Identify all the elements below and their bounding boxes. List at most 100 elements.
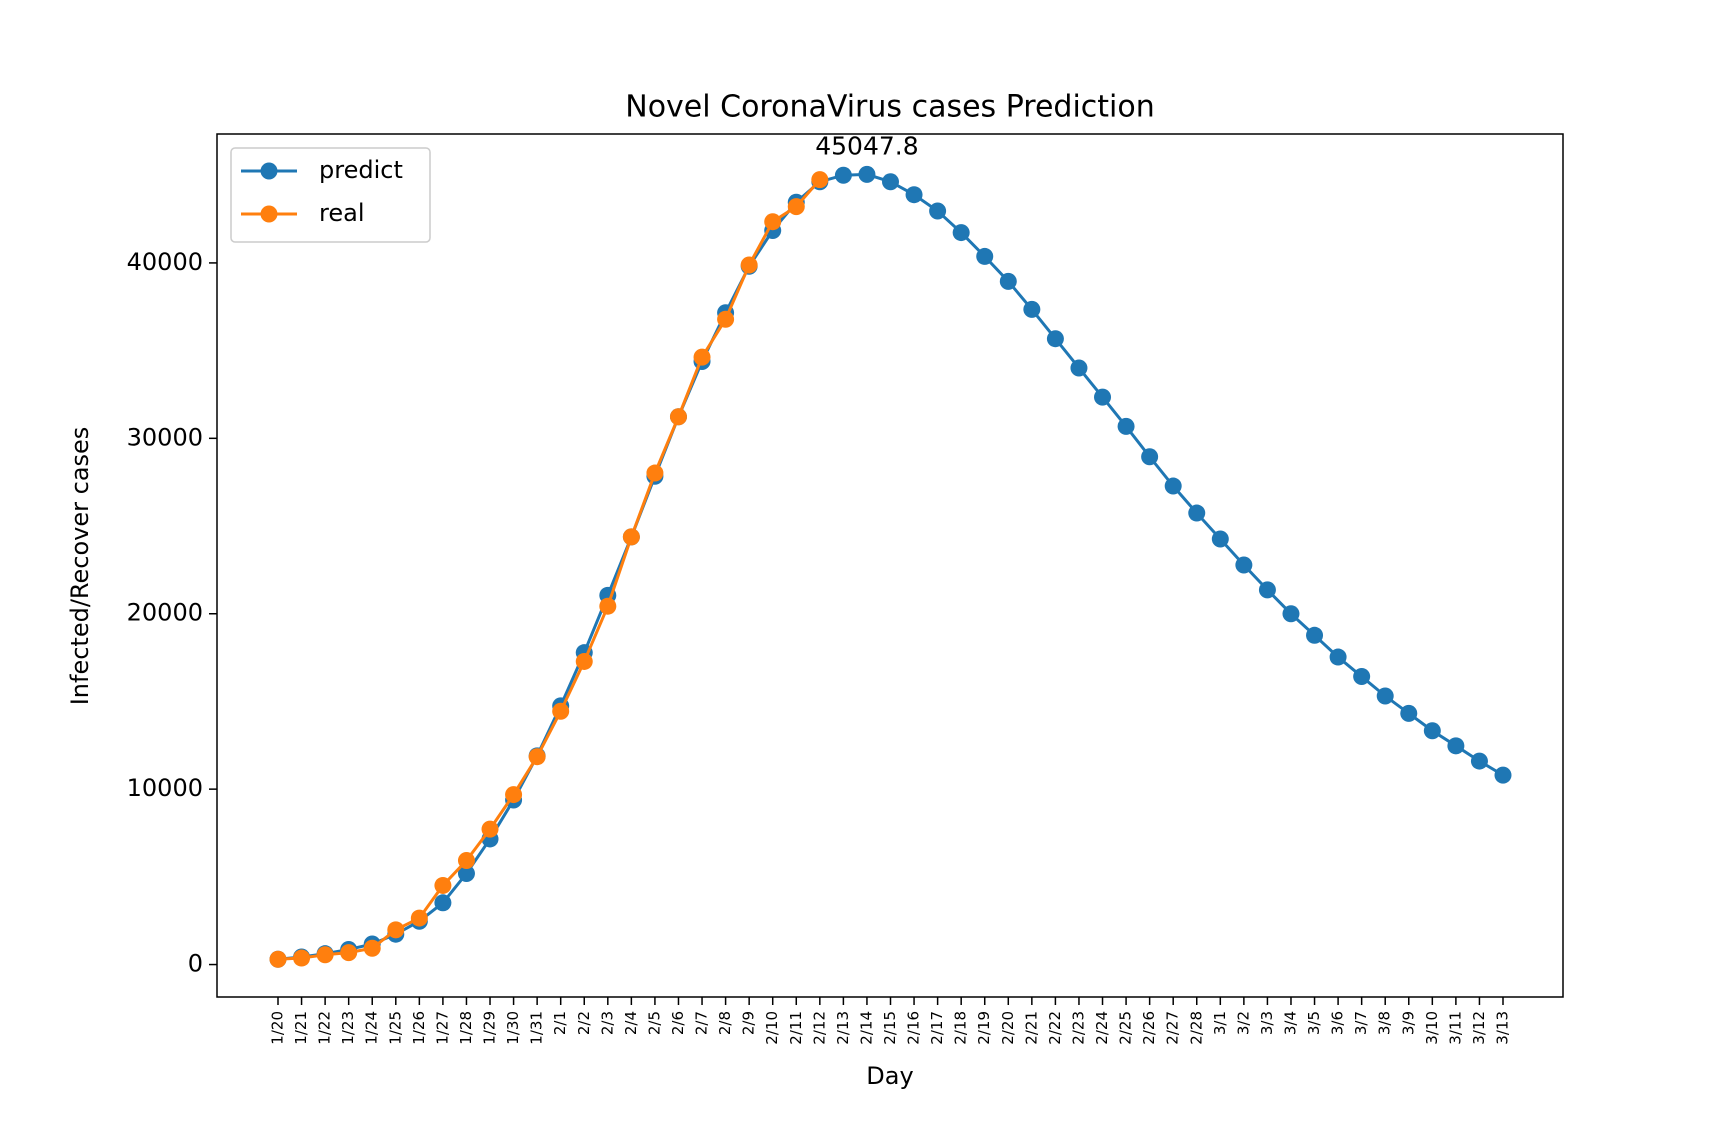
x-tick-label: 2/15 — [881, 1011, 899, 1045]
x-tick-label: 3/1 — [1211, 1011, 1229, 1035]
marker — [1329, 648, 1347, 666]
marker — [858, 165, 876, 183]
marker — [976, 247, 994, 265]
marker — [693, 348, 711, 366]
marker — [1258, 581, 1276, 599]
x-tick-label: 2/5 — [645, 1011, 663, 1035]
y-tick-label: 40000 — [127, 248, 203, 276]
x-tick-label: 2/27 — [1164, 1011, 1182, 1045]
x-tick-label: 1/26 — [410, 1011, 428, 1045]
marker — [905, 186, 923, 204]
marker — [1117, 417, 1135, 435]
y-tick-label: 30000 — [127, 423, 203, 451]
marker — [1494, 766, 1512, 784]
x-tick-label: 2/23 — [1069, 1011, 1087, 1045]
x-tick-label: 2/18 — [952, 1011, 970, 1045]
x-tick-label: 3/9 — [1399, 1011, 1417, 1035]
marker — [1046, 330, 1064, 348]
marker — [1282, 605, 1300, 623]
x-tick-label: 3/12 — [1470, 1011, 1488, 1045]
x-tick-label: 2/17 — [928, 1011, 946, 1045]
x-tick-label: 2/11 — [787, 1011, 805, 1045]
x-tick-label: 3/11 — [1446, 1011, 1464, 1045]
marker — [1235, 556, 1253, 574]
marker — [834, 166, 852, 184]
x-tick-label: 2/25 — [1117, 1011, 1135, 1045]
x-tick-label: 1/23 — [339, 1011, 357, 1045]
x-tick-label: 3/3 — [1258, 1011, 1276, 1035]
chart-title: Novel CoronaVirus cases Prediction — [625, 90, 1154, 125]
x-tick-label: 2/8 — [716, 1011, 734, 1035]
x-tick-label: 2/10 — [763, 1011, 781, 1045]
marker — [1423, 722, 1441, 740]
marker — [528, 748, 546, 766]
marker — [410, 909, 428, 927]
x-tick-label: 1/29 — [481, 1011, 499, 1045]
x-tick-label: 1/24 — [363, 1011, 381, 1045]
x-tick-label: 1/28 — [457, 1011, 475, 1045]
marker — [434, 894, 452, 912]
x-tick-label: 1/25 — [386, 1011, 404, 1045]
x-tick-label: 1/21 — [292, 1011, 310, 1045]
y-tick-label: 0 — [188, 950, 203, 978]
marker — [764, 213, 782, 231]
x-tick-label: 2/3 — [598, 1011, 616, 1035]
x-tick-label: 1/20 — [269, 1011, 287, 1045]
marker — [811, 171, 829, 189]
legend-label: predict — [319, 156, 403, 184]
series-line — [277, 178, 821, 961]
y-tick-label: 10000 — [127, 774, 203, 802]
x-tick-label: 2/21 — [1022, 1011, 1040, 1045]
x-tick-label: 3/2 — [1234, 1011, 1252, 1035]
marker — [1470, 752, 1488, 770]
x-tick-label: 3/6 — [1329, 1011, 1347, 1035]
marker — [599, 597, 617, 615]
y-axis-label: Infected/Recover cases — [66, 427, 94, 706]
x-tick-label: 2/12 — [810, 1011, 828, 1045]
marker — [1023, 300, 1041, 318]
marker — [787, 198, 805, 216]
marker — [293, 949, 311, 967]
marker — [882, 173, 899, 191]
marker — [269, 950, 287, 968]
x-tick-label: 1/27 — [433, 1011, 451, 1045]
marker — [505, 786, 523, 804]
marker — [575, 652, 593, 670]
x-axis-label: Day — [866, 1062, 913, 1090]
x-tick-label: 2/9 — [740, 1011, 758, 1035]
x-tick-label: 2/4 — [622, 1011, 640, 1035]
marker — [1306, 626, 1324, 644]
x-tick-label: 1/30 — [504, 1011, 522, 1045]
x-tick-label: 2/16 — [905, 1011, 923, 1045]
marker — [1164, 477, 1182, 495]
x-tick-label: 3/5 — [1305, 1011, 1323, 1035]
x-tick-label: 2/28 — [1187, 1011, 1205, 1045]
marker — [552, 702, 570, 720]
x-tick-label: 2/22 — [1046, 1011, 1064, 1045]
x-tick-label: 3/10 — [1423, 1011, 1441, 1045]
x-tick-label: 3/4 — [1281, 1011, 1299, 1035]
marker — [363, 939, 381, 957]
marker — [952, 224, 970, 242]
x-tick-label: 2/14 — [857, 1011, 875, 1045]
marker — [457, 852, 475, 870]
marker — [740, 256, 758, 274]
legend-marker — [260, 162, 278, 180]
marker — [434, 876, 452, 894]
marker — [387, 921, 405, 939]
marker — [999, 272, 1017, 290]
x-tick-label: 2/1 — [551, 1011, 569, 1035]
x-tick-label: 2/19 — [975, 1011, 993, 1045]
marker — [481, 820, 499, 838]
x-tick-label: 2/7 — [693, 1011, 711, 1035]
marker — [717, 310, 735, 328]
marker — [1141, 448, 1159, 466]
marker — [457, 865, 475, 883]
x-tick-label: 3/13 — [1494, 1011, 1512, 1045]
x-tick-label: 3/8 — [1376, 1011, 1394, 1035]
marker — [1353, 668, 1371, 686]
plot-frame — [216, 133, 1564, 998]
marker — [646, 464, 664, 482]
series-line — [277, 172, 1504, 961]
